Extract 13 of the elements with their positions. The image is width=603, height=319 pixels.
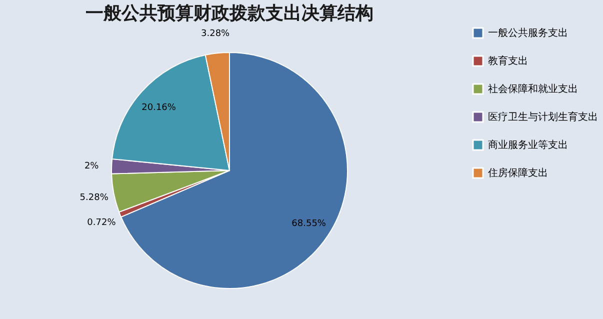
data-label: 5.28% xyxy=(80,193,109,204)
legend-label: 社会保障和就业支出 xyxy=(488,83,578,95)
legend-label: 医疗卫生与计划生育支出 xyxy=(488,111,598,123)
legend-label: 一般公共服务支出 xyxy=(488,27,568,39)
legend-label: 教育支出 xyxy=(488,55,528,67)
data-label: 3.28% xyxy=(201,29,230,40)
legend-label: 住房保障支出 xyxy=(488,167,548,179)
data-label: 0.72% xyxy=(87,218,116,228)
data-label: 68.55% xyxy=(292,218,326,229)
data-label: 2% xyxy=(84,162,100,172)
chart-title: 一般公共预算财政拨款支出决算结构 xyxy=(86,3,374,24)
legend-label: 商业服务业等支出 xyxy=(488,139,568,151)
data-label: 20.16% xyxy=(142,103,176,114)
